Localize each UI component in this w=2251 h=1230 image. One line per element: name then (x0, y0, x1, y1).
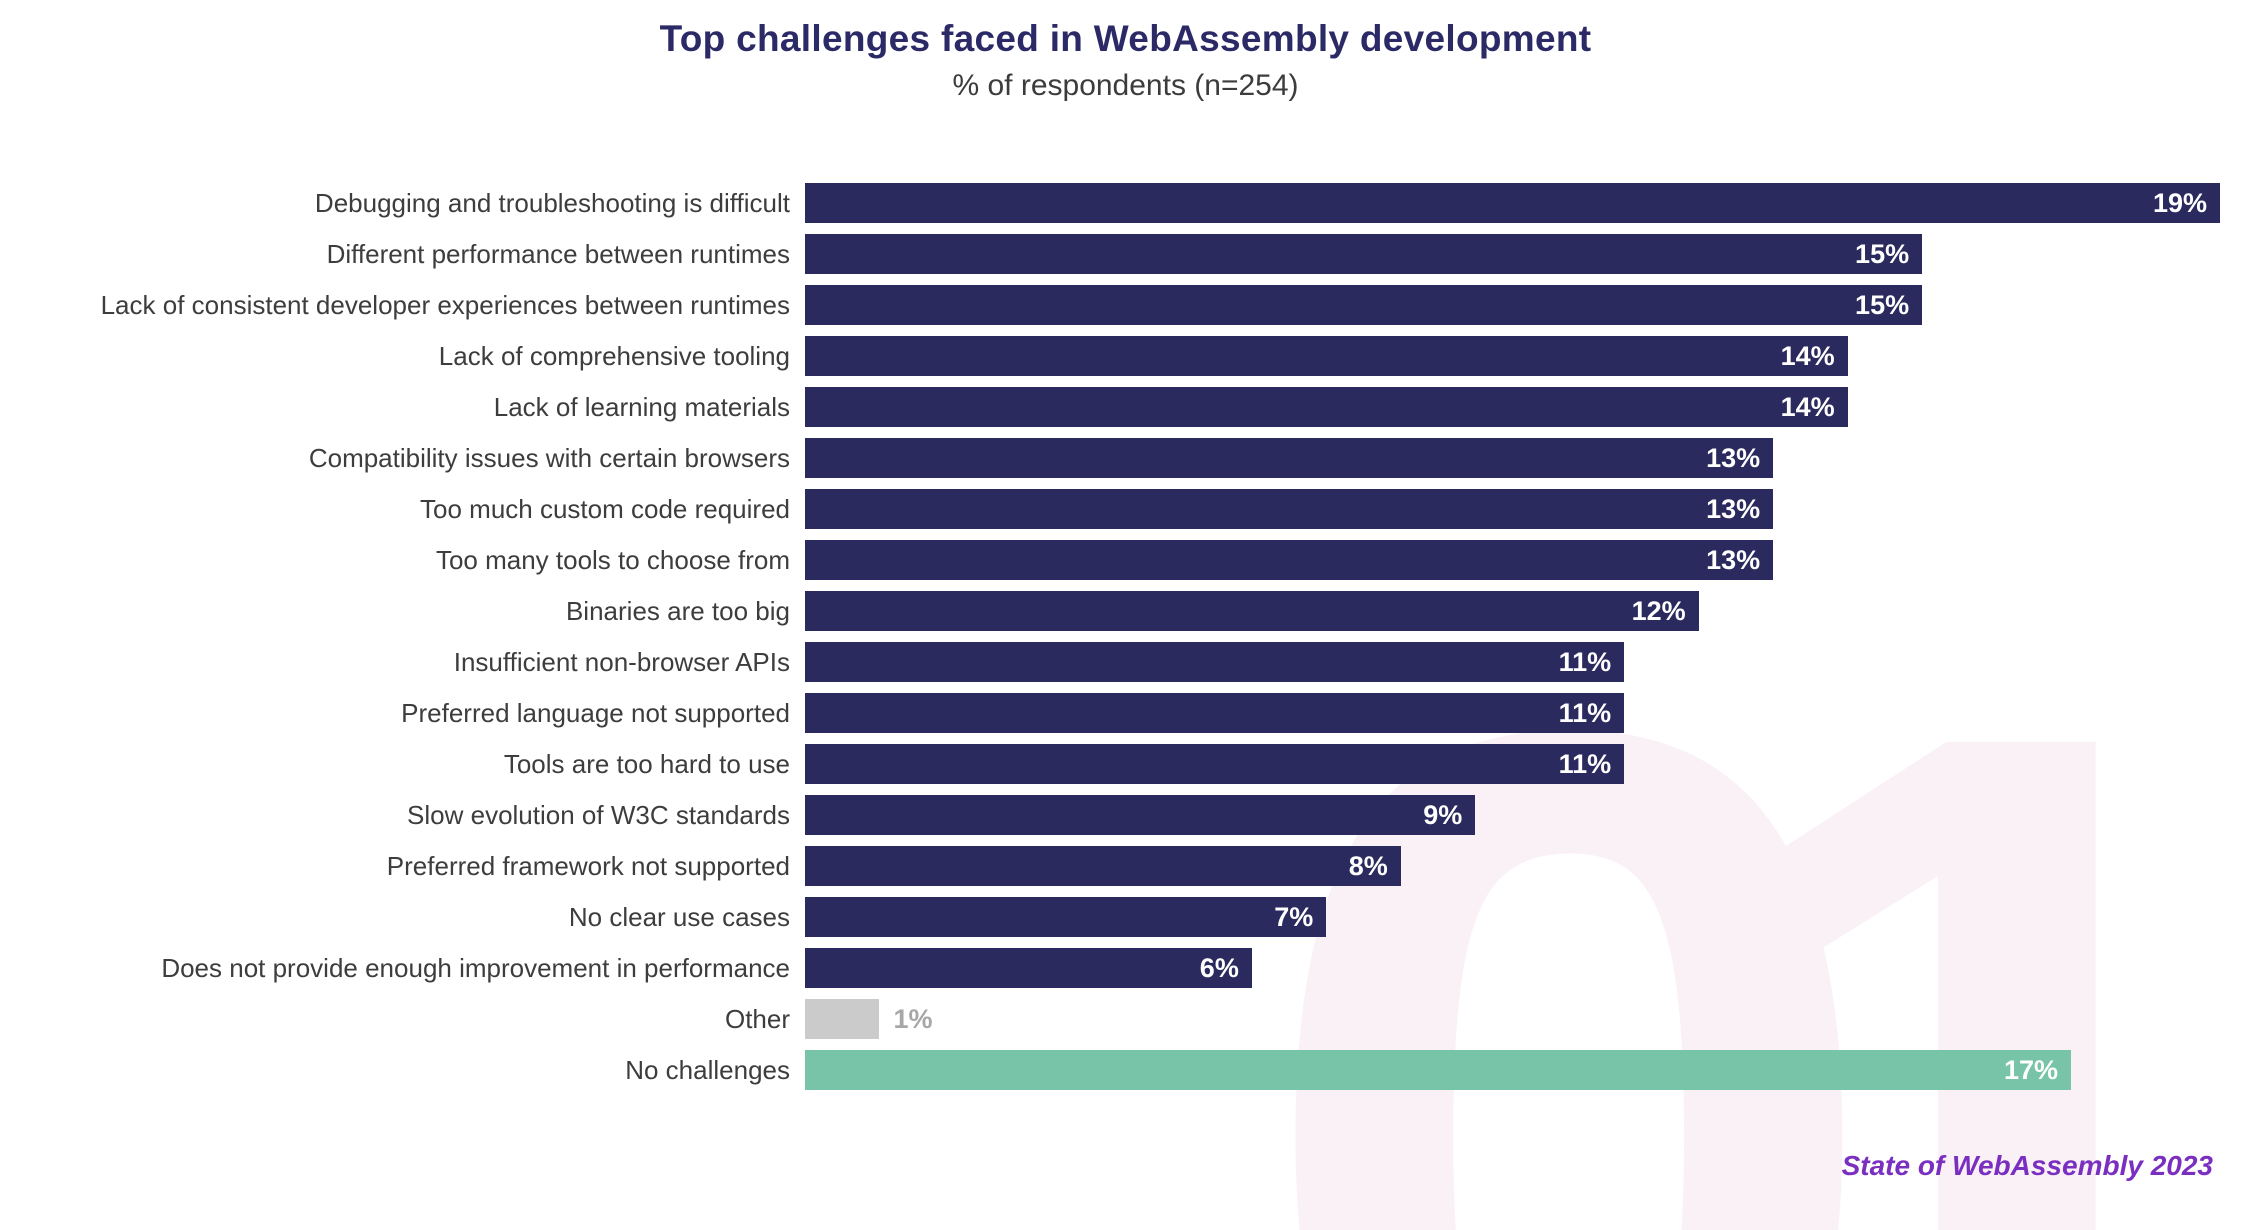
bar-row: Lack of learning materials 14% (0, 387, 2251, 427)
bar: 8% (805, 846, 1401, 886)
bar: 19% (805, 183, 2220, 223)
bar: 14% (805, 336, 1848, 376)
category-label: Lack of learning materials (493, 391, 790, 422)
bar-track: 12% (805, 591, 2220, 631)
bar-track: 13% (805, 540, 2220, 580)
value-label: 13% (1706, 544, 1761, 575)
bar-row: Debugging and troubleshooting is difficu… (0, 183, 2251, 223)
category-label: Slow evolution of W3C standards (407, 799, 790, 830)
bar-row: Lack of comprehensive tooling 14% (0, 336, 2251, 376)
bar: 14% (805, 387, 1848, 427)
bar-row: No challenges 17% (0, 1050, 2251, 1090)
bar-track: 7% (805, 897, 2220, 937)
bar: 6% (805, 948, 1252, 988)
bar-row: Compatibility issues with certain browse… (0, 438, 2251, 478)
bar-row: No clear use cases 7% (0, 897, 2251, 937)
bar-row: Too much custom code required 13% (0, 489, 2251, 529)
category-label: No clear use cases (568, 901, 790, 932)
bar-row: Lack of consistent developer experiences… (0, 285, 2251, 325)
bar-track: 11% (805, 744, 2220, 784)
bar-track: 13% (805, 489, 2220, 529)
bar-track: 17% (805, 1050, 2220, 1090)
value-label: 14% (1780, 391, 1835, 422)
category-label: Too much custom code required (420, 493, 790, 524)
value-label: 9% (1423, 799, 1463, 830)
bar-track: 9% (805, 795, 2220, 835)
value-label: 11% (1558, 748, 1612, 779)
category-label: Insufficient non-browser APIs (453, 646, 790, 677)
bar: 12% (805, 591, 1699, 631)
chart-header: Top challenges faced in WebAssembly deve… (0, 0, 2251, 103)
bar (805, 999, 880, 1039)
bar-track: 15% (805, 234, 2220, 274)
value-label: 8% (1348, 850, 1388, 881)
bar-row: Tools are too hard to use 11% (0, 744, 2251, 784)
bar: 11% (805, 642, 1625, 682)
bar-track: 19% (805, 183, 2220, 223)
category-label: Too many tools to choose from (435, 544, 790, 575)
bar: 15% (805, 285, 1923, 325)
bar-row: Insufficient non-browser APIs 11% (0, 642, 2251, 682)
chart-subtitle: % of respondents (n=254) (952, 69, 1299, 102)
category-label: Lack of consistent developer experiences… (100, 289, 790, 320)
bar-row: Preferred language not supported 11% (0, 693, 2251, 733)
category-label: Binaries are too big (565, 595, 790, 626)
bar-row: Binaries are too big 12% (0, 591, 2251, 631)
bar-track: 11% (805, 693, 2220, 733)
source-attribution: State of WebAssembly 2023 (1841, 1150, 2213, 1181)
value-label: 1% (893, 1003, 933, 1034)
bar-track: 13% (805, 438, 2220, 478)
bar-track: 8% (805, 846, 2220, 886)
chart-title: Top challenges faced in WebAssembly deve… (659, 18, 1592, 59)
bar: 11% (805, 744, 1625, 784)
category-label: Preferred framework not supported (386, 850, 790, 881)
bar-track: 1% (805, 999, 2220, 1039)
bar: 13% (805, 438, 1774, 478)
bar-rows: Debugging and troubleshooting is difficu… (0, 183, 2251, 1090)
bar-row: Too many tools to choose from 13% (0, 540, 2251, 580)
value-label: 14% (1780, 340, 1835, 371)
bar: 13% (805, 489, 1774, 529)
bar: 15% (805, 234, 1923, 274)
bar-track: 15% (805, 285, 2220, 325)
value-label: 13% (1706, 442, 1761, 473)
bar-track: 11% (805, 642, 2220, 682)
category-label: Debugging and troubleshooting is difficu… (314, 187, 790, 218)
value-label: 11% (1558, 646, 1612, 677)
bar-row: Does not provide enough improvement in p… (0, 948, 2251, 988)
value-label: 6% (1199, 952, 1239, 983)
bar-track: 14% (805, 387, 2220, 427)
category-label: Preferred language not supported (401, 697, 790, 728)
category-label: Other (724, 1003, 790, 1034)
value-label: 11% (1558, 697, 1612, 728)
value-label: 12% (1631, 595, 1686, 626)
bar-track: 14% (805, 336, 2220, 376)
category-label: Does not provide enough improvement in p… (161, 952, 790, 983)
value-label: 15% (1855, 238, 1910, 269)
bar: 9% (805, 795, 1476, 835)
bar-row: Other 1% (0, 999, 2251, 1039)
category-label: Different performance between runtimes (326, 238, 790, 269)
bar-row: Slow evolution of W3C standards 9% (0, 795, 2251, 835)
bar: 7% (805, 897, 1327, 937)
bar: 17% (805, 1050, 2072, 1090)
value-label: 17% (2004, 1054, 2059, 1085)
category-label: Tools are too hard to use (503, 748, 790, 779)
value-label: 13% (1706, 493, 1761, 524)
bar-row: Preferred framework not supported 8% (0, 846, 2251, 886)
category-label: Lack of comprehensive tooling (438, 340, 790, 371)
value-label: 7% (1274, 901, 1314, 932)
bar: 13% (805, 540, 1774, 580)
bar-row: Different performance between runtimes 15… (0, 234, 2251, 274)
value-label: 19% (2152, 187, 2207, 218)
category-label: Compatibility issues with certain browse… (308, 442, 790, 473)
value-label: 15% (1855, 289, 1910, 320)
bar: 11% (805, 693, 1625, 733)
category-label: No challenges (625, 1054, 790, 1085)
bar-track: 6% (805, 948, 2220, 988)
